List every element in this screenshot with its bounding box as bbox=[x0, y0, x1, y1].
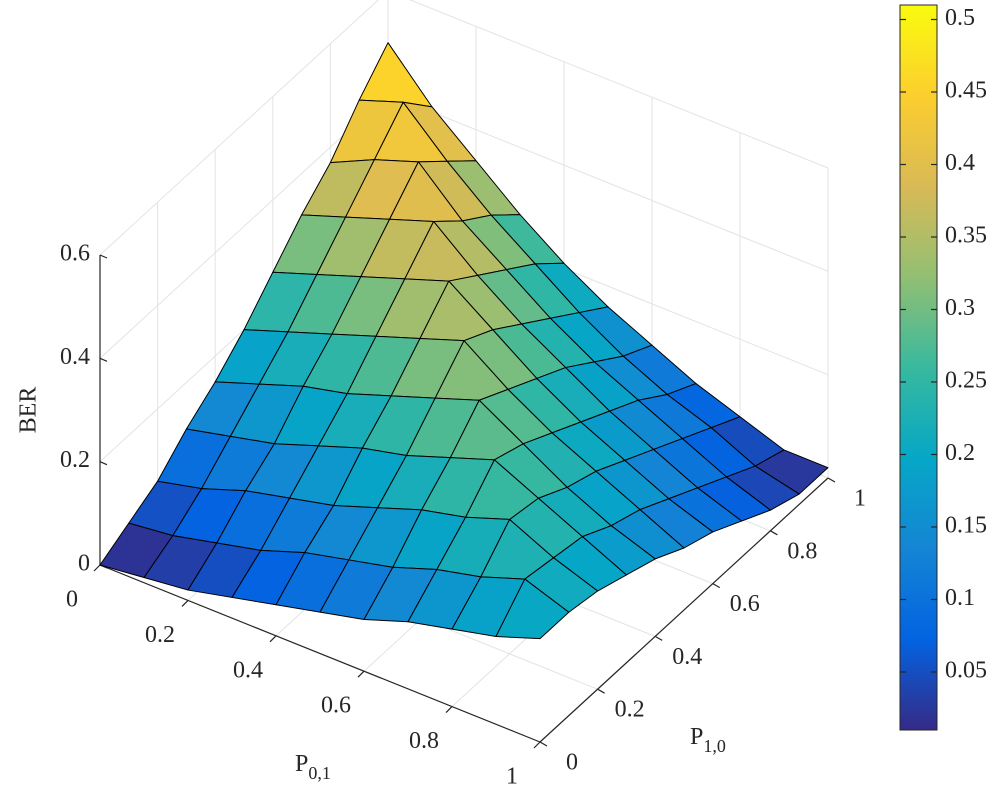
colorbar-tick-label: 0.45 bbox=[945, 78, 987, 104]
surface-patch bbox=[358, 42, 433, 108]
x-tick-label: 0.8 bbox=[409, 728, 439, 754]
y-tick-label: 1 bbox=[854, 486, 866, 512]
y-tick-label: 0 bbox=[566, 750, 578, 776]
x-tick bbox=[181, 599, 189, 607]
surface-patch bbox=[495, 578, 570, 640]
x-tick-label: 0 bbox=[66, 587, 78, 613]
y-tick bbox=[654, 635, 663, 641]
colorbar-tick-label: 0.1 bbox=[945, 585, 975, 611]
y-axis-label: P1,0 bbox=[690, 724, 726, 757]
colorbar-tick-label: 0.3 bbox=[945, 295, 975, 321]
x-tick bbox=[533, 741, 541, 749]
z-tick-label: 0.4 bbox=[60, 344, 90, 370]
z-tick-label: 0.6 bbox=[60, 241, 90, 267]
z-tick bbox=[99, 254, 108, 259]
colorbar-tick-label: 0.15 bbox=[945, 513, 987, 539]
y-tick bbox=[712, 583, 721, 589]
colorbar-tick-label: 0.2 bbox=[945, 440, 975, 466]
colorbar-tick-label: 0.5 bbox=[945, 5, 975, 31]
y-tick-label: 0.4 bbox=[672, 644, 702, 670]
y-label-sub: 1,0 bbox=[703, 736, 726, 756]
grid-line bbox=[387, 93, 829, 272]
y-tick bbox=[827, 477, 836, 483]
y-axis bbox=[539, 477, 829, 743]
x-tick-label: 0.6 bbox=[321, 693, 351, 719]
grid-line bbox=[409, 0, 829, 169]
colorbar bbox=[899, 4, 938, 731]
z-tick-label: 0 bbox=[78, 551, 90, 577]
z-tick bbox=[99, 461, 108, 466]
colorbar-tick-label: 0.25 bbox=[945, 368, 987, 394]
z-axis-label: BER bbox=[16, 387, 42, 434]
x-axis bbox=[99, 564, 541, 743]
x-tick-label: 0.2 bbox=[145, 622, 175, 648]
x-tick-label: 0.4 bbox=[233, 657, 263, 683]
x-tick bbox=[445, 706, 453, 714]
z-tick bbox=[99, 357, 108, 362]
y-tick-label: 0.8 bbox=[787, 538, 817, 564]
y-tick bbox=[770, 530, 778, 536]
x-tick bbox=[269, 635, 277, 643]
y-label-main: P bbox=[690, 724, 703, 750]
x-tick bbox=[93, 564, 101, 572]
x-label-main: P bbox=[295, 751, 308, 777]
x-tick-label: 1 bbox=[506, 764, 518, 790]
grid-line bbox=[99, 93, 389, 359]
y-tick-label: 0.6 bbox=[730, 591, 760, 617]
colorbar-tick-label: 0.4 bbox=[945, 150, 975, 176]
x-axis-label: P0,1 bbox=[295, 751, 331, 784]
x-tick bbox=[357, 670, 365, 678]
x-label-sub: 0,1 bbox=[308, 763, 331, 783]
z-tick-label: 0.2 bbox=[60, 447, 90, 473]
colorbar-tick-label: 0.35 bbox=[945, 223, 987, 249]
y-tick bbox=[597, 688, 605, 694]
y-tick-label: 0.2 bbox=[615, 697, 645, 723]
y-tick bbox=[539, 741, 548, 747]
grid-line bbox=[99, 0, 379, 256]
colorbar-tick-label: 0.05 bbox=[945, 658, 987, 684]
